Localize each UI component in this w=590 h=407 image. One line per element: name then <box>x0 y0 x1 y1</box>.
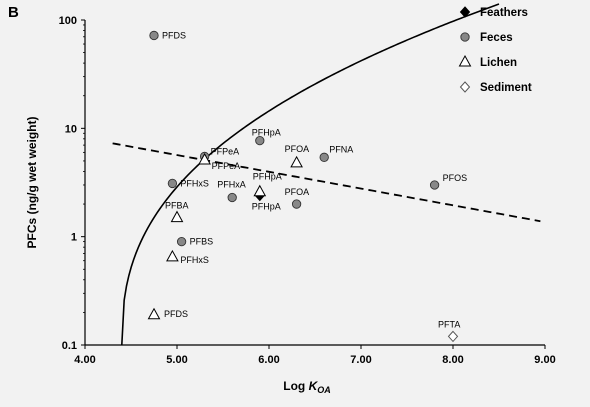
point-lichen-pfoa <box>290 155 303 168</box>
legend-marker-feces <box>460 32 470 42</box>
y-tick-label: 1 <box>71 232 77 244</box>
point-label: PFHxS <box>180 255 209 265</box>
legend-label: Feathers <box>480 7 528 19</box>
point-labels: PFHpA PFDS PFHpA PFPeA PFNA PFHxS PFOS PFHxA PFO… <box>162 30 467 329</box>
point-feces-pfos <box>429 180 440 190</box>
point-feces-pfhpa <box>255 135 265 146</box>
point-lichen-pfhpa <box>253 184 267 197</box>
point-label: PFBS <box>190 237 214 247</box>
y-tick-label: 0.1 <box>62 340 77 352</box>
point-label: PFHxS <box>180 178 209 188</box>
point-label: PFHpA <box>252 128 281 138</box>
point-feces-pfhxa <box>227 192 237 203</box>
dashed-fit-line <box>112 142 541 223</box>
y-tick-label: 10 <box>65 123 77 135</box>
axis-titles: Log KOA PFCs (ng/g wet weight) <box>25 117 331 396</box>
solid-fit-line <box>121 3 500 346</box>
x-tick-label: 7.00 <box>350 354 371 366</box>
x-tick-label: 5.00 <box>166 354 187 366</box>
y-tick-label: 100 <box>59 15 77 27</box>
fit-lines <box>112 3 541 346</box>
panel-label: B <box>8 4 19 21</box>
point-lichen-pfba <box>170 210 184 223</box>
point-feces-pfoa <box>291 199 302 209</box>
point-sediment-pfta <box>447 330 459 343</box>
point-label: PFPeA <box>212 161 241 171</box>
point-label: PFBA <box>165 201 189 211</box>
point-label: PFTA <box>438 319 460 329</box>
legend: Feathers Feces Lichen Sediment <box>458 6 532 94</box>
point-label: PFHpA <box>252 201 281 211</box>
point-lichen-pfpea <box>198 152 211 165</box>
point-label: PFHxA <box>217 179 246 189</box>
legend-label: Lichen <box>480 57 517 69</box>
x-tick-label: 4.00 <box>74 354 95 366</box>
data-points <box>147 30 459 343</box>
legend-marker-feathers <box>459 6 471 18</box>
legend-marker-sediment <box>459 81 471 93</box>
y-axis-title: PFCs (ng/g wet weight) <box>25 117 39 249</box>
point-label: PFNA <box>329 144 353 154</box>
legend-marker-lichen <box>458 54 472 67</box>
legend-label: Sediment <box>480 82 532 94</box>
point-label: PFHpA <box>253 172 282 182</box>
point-label: PFOS <box>443 173 468 183</box>
x-tick-label: 6.00 <box>258 354 279 366</box>
point-label: PFDS <box>164 309 188 319</box>
point-lichen-pfds <box>147 307 161 320</box>
x-axis-title-var: K <box>309 379 319 393</box>
point-feces-pfbs <box>176 236 187 247</box>
x-axis-title: Log KOA <box>283 379 331 395</box>
point-label: PFPeA <box>211 146 240 156</box>
point-label: PFOA <box>285 144 310 154</box>
x-tick-label: 8.00 <box>442 354 463 366</box>
point-label: PFDS <box>162 30 186 40</box>
legend-label: Feces <box>480 32 513 44</box>
point-label: PFOA <box>285 187 310 197</box>
x-axis-title-prefix: Log <box>283 379 308 393</box>
point-feces-pfna <box>319 152 329 162</box>
axes: 4.00 5.00 6.00 7.00 8.00 9.00 0.1 1 10 100 <box>59 15 556 366</box>
point-feces-pfhxs <box>167 178 178 189</box>
x-axis-title-sub: OA <box>317 385 331 395</box>
x-tick-label: 9.00 <box>534 354 555 366</box>
point-feces-pfds <box>149 30 159 41</box>
point-lichen-pfhxs <box>166 249 179 262</box>
